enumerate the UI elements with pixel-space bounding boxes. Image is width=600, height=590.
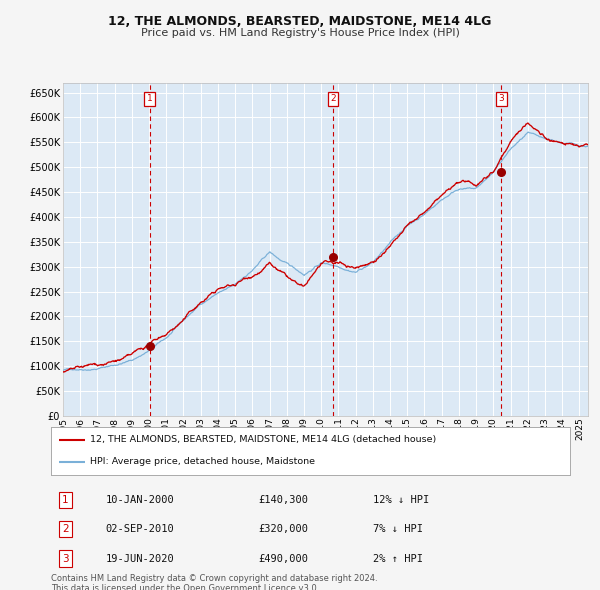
Text: £320,000: £320,000 bbox=[259, 525, 308, 535]
Text: 02-SEP-2010: 02-SEP-2010 bbox=[106, 525, 174, 535]
Text: £490,000: £490,000 bbox=[259, 553, 308, 563]
Text: 3: 3 bbox=[62, 553, 69, 563]
Text: Price paid vs. HM Land Registry's House Price Index (HPI): Price paid vs. HM Land Registry's House … bbox=[140, 28, 460, 38]
Text: 2% ↑ HPI: 2% ↑ HPI bbox=[373, 553, 423, 563]
Text: 12, THE ALMONDS, BEARSTED, MAIDSTONE, ME14 4LG (detached house): 12, THE ALMONDS, BEARSTED, MAIDSTONE, ME… bbox=[90, 435, 436, 444]
Text: 12, THE ALMONDS, BEARSTED, MAIDSTONE, ME14 4LG: 12, THE ALMONDS, BEARSTED, MAIDSTONE, ME… bbox=[109, 15, 491, 28]
Text: 1: 1 bbox=[62, 495, 69, 505]
Text: HPI: Average price, detached house, Maidstone: HPI: Average price, detached house, Maid… bbox=[90, 457, 315, 466]
Text: 2: 2 bbox=[330, 94, 335, 103]
Text: 1: 1 bbox=[147, 94, 152, 103]
Text: 19-JUN-2020: 19-JUN-2020 bbox=[106, 553, 174, 563]
Text: 10-JAN-2000: 10-JAN-2000 bbox=[106, 495, 174, 505]
Text: £140,300: £140,300 bbox=[259, 495, 308, 505]
Text: 7% ↓ HPI: 7% ↓ HPI bbox=[373, 525, 423, 535]
Text: 12% ↓ HPI: 12% ↓ HPI bbox=[373, 495, 429, 505]
Text: 2: 2 bbox=[62, 525, 69, 535]
Text: 3: 3 bbox=[499, 94, 504, 103]
Text: Contains HM Land Registry data © Crown copyright and database right 2024.
This d: Contains HM Land Registry data © Crown c… bbox=[51, 574, 377, 590]
